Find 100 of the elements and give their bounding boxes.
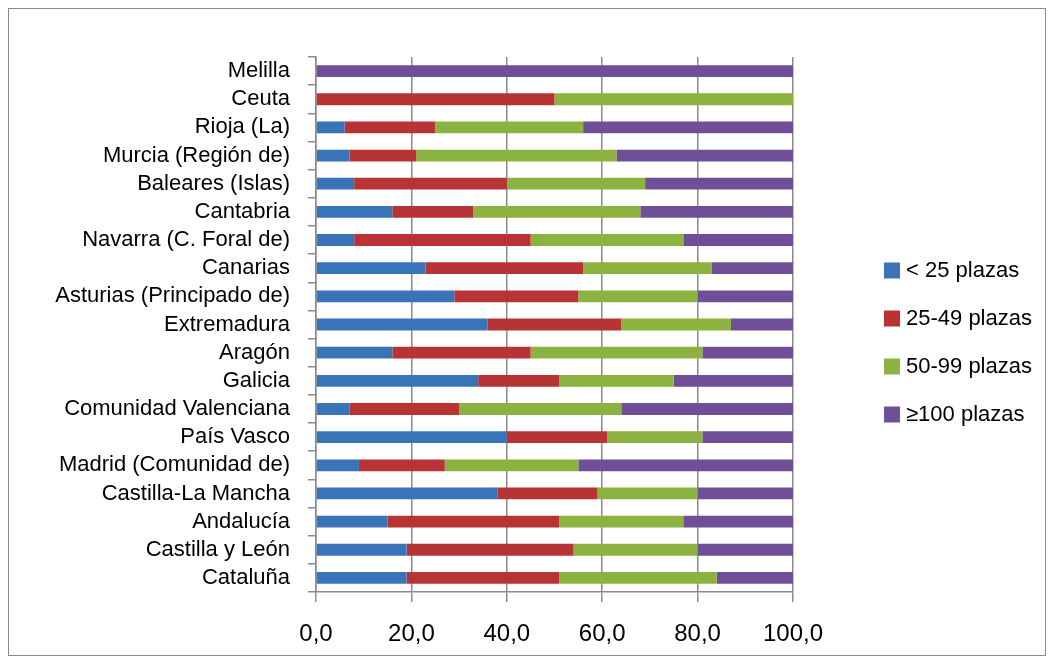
y-tick-label: Extremadura [164, 310, 291, 336]
bar [487, 318, 622, 331]
x-tick-label: 20,0 [388, 619, 435, 647]
y-tick-label: Castilla-La Mancha [101, 479, 291, 505]
bar [478, 374, 560, 387]
bar [425, 262, 584, 275]
bar [316, 346, 393, 359]
y-tick-label: Navarra (C. Foral de) [82, 226, 290, 252]
bar [559, 515, 684, 528]
bar [316, 262, 426, 275]
bar [316, 149, 350, 162]
bar [316, 234, 355, 246]
bar [316, 403, 350, 415]
bar [316, 93, 555, 106]
bar [316, 543, 407, 556]
bar [406, 572, 560, 584]
bar [506, 431, 607, 444]
bar [711, 262, 793, 275]
y-tick-label: País Vasco [180, 423, 290, 449]
legend-label: < 25 plazas [906, 256, 1020, 282]
bar [640, 205, 793, 218]
bar [354, 234, 531, 246]
legend-label: 25-49 plazas [906, 304, 1032, 330]
bar [730, 318, 793, 331]
bar [392, 346, 531, 359]
y-tick-label: Ceuta [231, 85, 291, 111]
bar [459, 403, 622, 415]
bar [316, 487, 498, 500]
bar [573, 543, 698, 556]
bar [416, 149, 617, 162]
bar [616, 149, 793, 162]
y-tick-label: Murcia (Región de) [102, 141, 290, 167]
y-tick-label: Cataluña [201, 563, 291, 589]
y-tick-label: Cantabria [194, 197, 291, 223]
bar [697, 290, 793, 303]
y-tick-label: Madrid (Comunidad de) [58, 451, 290, 477]
x-tick-label: 80,0 [674, 619, 721, 647]
y-tick-label: Melilla [227, 57, 291, 83]
bar [597, 487, 698, 500]
bar [578, 290, 698, 303]
bar [683, 515, 793, 528]
bar [606, 431, 703, 444]
bar [344, 121, 436, 134]
y-tick-label: Asturias (Principado de) [55, 282, 290, 308]
legend-label: 50-99 plazas [906, 352, 1032, 378]
bar [716, 572, 793, 584]
bar [506, 177, 646, 190]
bar [583, 121, 793, 134]
bar [673, 374, 793, 387]
y-tick-label: Galicia [222, 366, 291, 392]
bar [578, 459, 793, 472]
bar [683, 234, 793, 246]
bar [530, 346, 703, 359]
y-tick-label: Aragón [219, 338, 290, 364]
bar [435, 121, 584, 134]
bar [406, 543, 574, 556]
bar [702, 346, 793, 359]
bar [645, 177, 793, 190]
bar [444, 459, 579, 472]
y-tick-label: Castilla y León [145, 535, 290, 561]
bar [559, 374, 674, 387]
bar [354, 177, 507, 190]
bar [316, 65, 793, 77]
y-tick-label: Andalucía [192, 507, 291, 533]
bar [392, 205, 474, 218]
bar [530, 234, 684, 246]
bar [316, 121, 345, 134]
bar [473, 205, 641, 218]
y-tick-label: Baleares (Islas) [137, 169, 290, 195]
bar [349, 403, 460, 415]
y-tick-label: Rioja (La) [194, 113, 290, 139]
bar [621, 403, 793, 415]
bar [454, 290, 579, 303]
y-tick-label: Comunidad Valenciana [64, 395, 291, 421]
bar [497, 487, 598, 500]
bar [554, 93, 793, 106]
bar [316, 431, 507, 444]
bar [316, 318, 488, 331]
bar [702, 431, 793, 444]
bar [583, 262, 712, 275]
bar [387, 515, 560, 528]
bar [316, 205, 393, 218]
bar [316, 374, 479, 387]
x-tick-label: 40,0 [483, 619, 531, 647]
x-tick-label: 0,0 [299, 619, 333, 647]
bar [316, 459, 359, 472]
bar [697, 487, 793, 500]
legend-label: ≥100 plazas [906, 400, 1025, 426]
y-tick-label: Canarias [201, 254, 290, 280]
x-tick-label: 60,0 [578, 619, 626, 647]
bar [316, 572, 407, 584]
bar [559, 572, 717, 584]
x-tick-label: 100,0 [762, 619, 824, 647]
bar [349, 149, 417, 162]
bar [621, 318, 731, 331]
bar [358, 459, 445, 472]
bar [316, 177, 355, 190]
bar [697, 543, 793, 556]
bar [316, 290, 455, 303]
bar [316, 515, 388, 528]
